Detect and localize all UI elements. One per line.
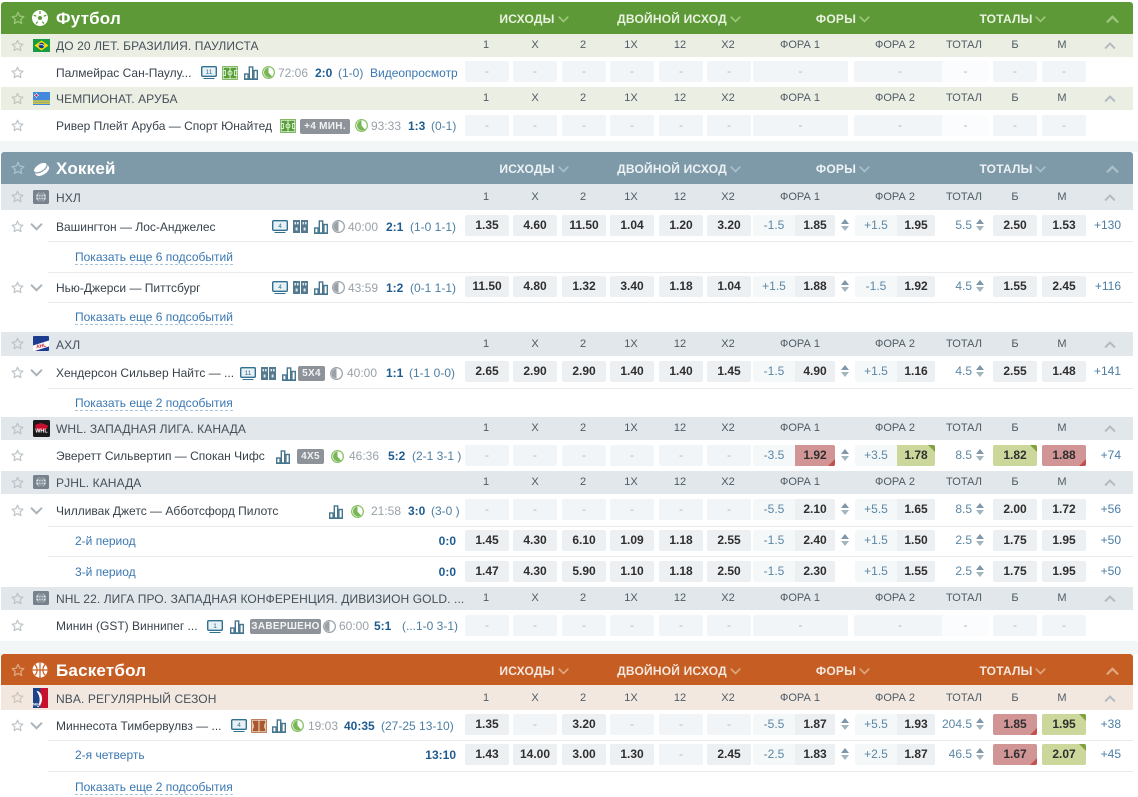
svg-text:AHL: AHL bbox=[36, 343, 47, 351]
svg-text:WHL: WHL bbox=[35, 429, 48, 435]
svg-text:4: 4 bbox=[278, 284, 282, 291]
svg-text:NBA: NBA bbox=[33, 702, 41, 706]
svg-text:4: 4 bbox=[278, 223, 282, 230]
svg-text:11: 11 bbox=[206, 69, 213, 76]
svg-text:4: 4 bbox=[237, 722, 241, 729]
svg-text:11: 11 bbox=[245, 370, 252, 377]
svg-text:1: 1 bbox=[213, 623, 217, 630]
